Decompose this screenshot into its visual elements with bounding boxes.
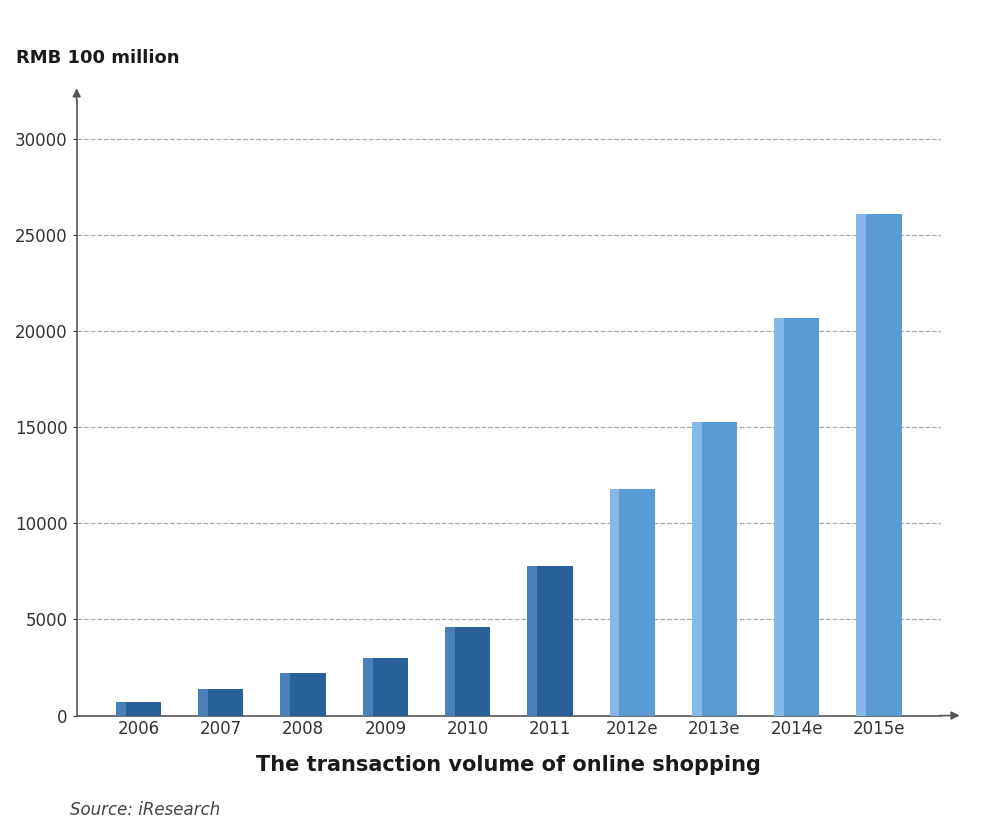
Bar [691, 421, 737, 715]
Text: Source: iResearch: Source: iResearch [70, 801, 220, 819]
Bar [857, 214, 902, 715]
Bar [116, 702, 161, 715]
Text: RMB 100 million: RMB 100 million [16, 49, 179, 67]
Bar [609, 489, 654, 715]
Bar [775, 318, 820, 715]
Bar [691, 421, 701, 715]
Bar [527, 565, 572, 715]
Bar [363, 658, 373, 715]
Bar [775, 318, 784, 715]
Bar [527, 565, 537, 715]
Bar [198, 689, 208, 715]
Bar [445, 627, 490, 715]
X-axis label: The transaction volume of online shopping: The transaction volume of online shoppin… [257, 755, 762, 775]
Bar [363, 658, 408, 715]
Bar [445, 627, 455, 715]
Bar [198, 689, 243, 715]
Bar [116, 702, 126, 715]
Bar [609, 489, 619, 715]
Bar [857, 214, 867, 715]
Bar [281, 673, 291, 715]
Bar [281, 673, 326, 715]
